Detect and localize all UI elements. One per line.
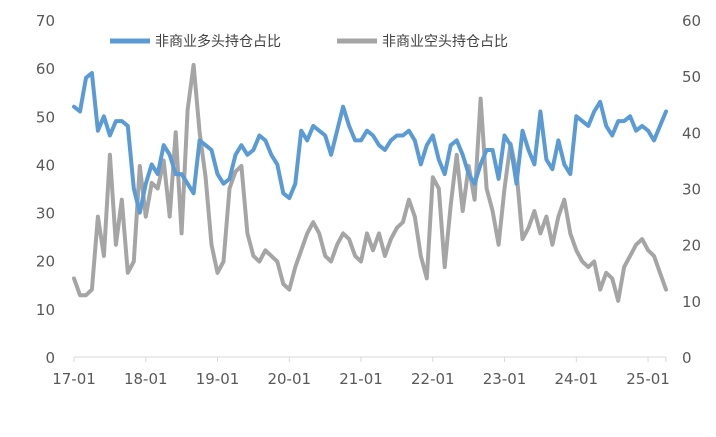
left-axis-tick-label: 60 — [36, 60, 55, 78]
x-axis-tick-label: 20-01 — [267, 370, 311, 388]
legend-label-short: 非商业空头持仓占比 — [382, 34, 508, 50]
legend: 非商业多头持仓占比 非商业空头持仓占比 — [110, 33, 508, 50]
x-axis-tick-label: 22-01 — [411, 370, 455, 388]
x-axis-ticks: 17-01 18-01 19-01 20-01 21-01 22-01 23-01 24-01… — [52, 357, 670, 388]
x-axis-tick-label: 25-01 — [626, 370, 670, 388]
x-axis-tick-label: 18-01 — [124, 370, 168, 388]
left-axis-tick-label: 0 — [45, 349, 55, 367]
x-axis-tick-label: 19-01 — [196, 370, 240, 388]
right-axis-tick-label: 30 — [682, 181, 701, 199]
left-axis-tick-label: 70 — [36, 12, 55, 30]
right-axis-tick-label: 0 — [682, 349, 692, 367]
series-line-short — [72, 62, 668, 303]
x-axis-tick-label: 21-01 — [339, 370, 383, 388]
series-line-long — [72, 71, 668, 215]
legend-label-long: 非商业多头持仓占比 — [155, 33, 281, 50]
series-layer — [72, 62, 668, 303]
left-axis-tick-label: 50 — [36, 108, 55, 126]
left-axis-tick-label: 10 — [36, 301, 55, 319]
left-axis-ticks: 0 10 20 30 40 50 60 70 — [36, 12, 55, 367]
x-axis-tick-label: 23-01 — [483, 370, 527, 388]
right-axis-tick-label: 10 — [682, 293, 701, 311]
right-axis-ticks: 0 10 20 30 40 50 60 — [682, 12, 701, 367]
right-axis-tick-label: 20 — [682, 237, 701, 255]
right-axis-tick-label: 60 — [682, 12, 701, 30]
right-axis-tick-label: 50 — [682, 68, 701, 86]
left-axis-tick-label: 20 — [36, 253, 55, 271]
right-axis-tick-label: 40 — [682, 124, 701, 142]
x-axis-tick-label: 17-01 — [52, 370, 96, 388]
left-axis-tick-label: 30 — [36, 205, 55, 223]
left-axis-tick-label: 40 — [36, 156, 55, 174]
x-axis-tick-label: 24-01 — [555, 370, 599, 388]
